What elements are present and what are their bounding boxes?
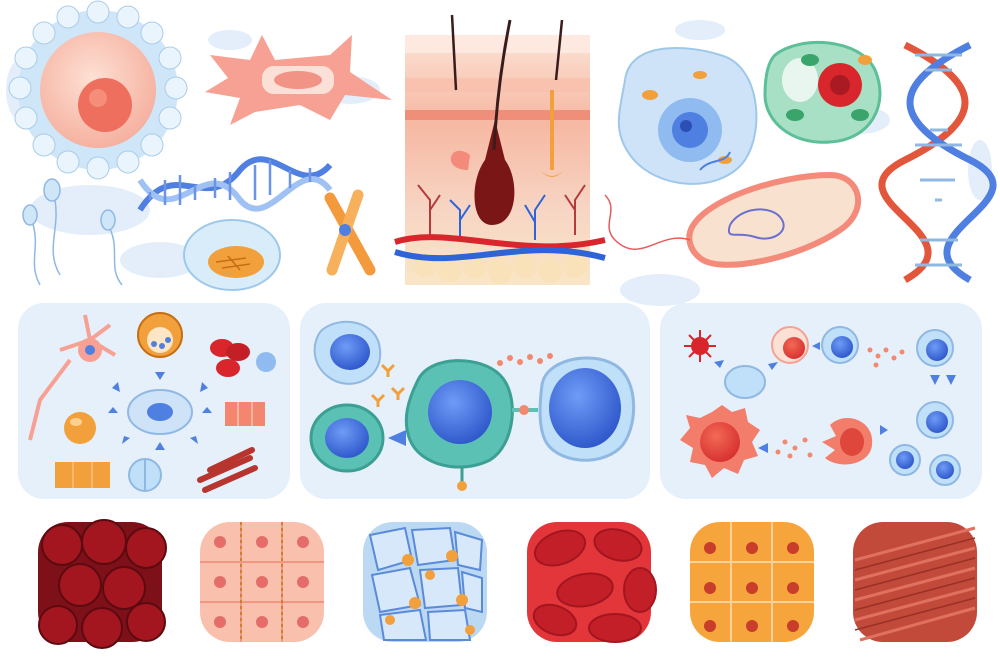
skin-cross-section (394, 14, 606, 285)
red-blood-cells-tissue (527, 522, 657, 643)
immune-cell-interaction (300, 303, 650, 499)
cuboidal-tissue (690, 522, 814, 642)
epithelial-tissue (200, 522, 324, 642)
muscle-tissue (853, 522, 977, 642)
blood-tissue-dark (38, 519, 167, 649)
nerve-cell (205, 35, 392, 125)
dna-strand-small (137, 156, 333, 212)
chromosome (324, 189, 376, 276)
immune-response-cycle (660, 303, 982, 499)
sperm-cells (22, 178, 123, 286)
fat-cell (183, 219, 281, 291)
adipose-tissue (363, 522, 487, 642)
bacterium (604, 171, 861, 268)
stem-cell-differentiation (18, 303, 290, 499)
animal-cell (617, 46, 758, 185)
plant-cell (763, 40, 882, 144)
egg-cell (8, 0, 188, 180)
dna-double-helix (878, 41, 997, 284)
